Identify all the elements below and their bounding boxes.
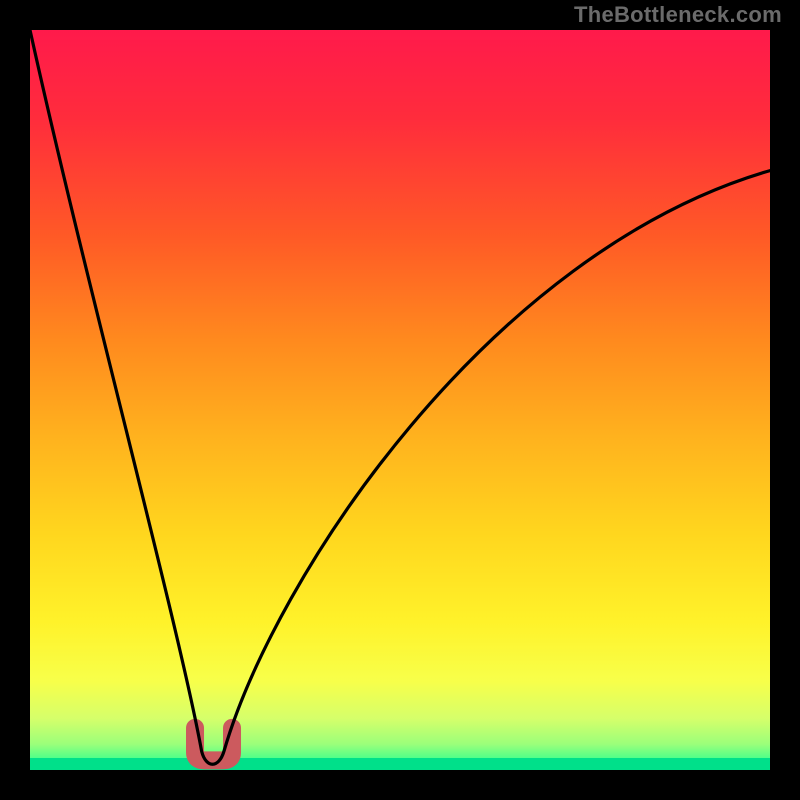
bottom-green-band [30, 758, 770, 770]
watermark-text: TheBottleneck.com [574, 2, 782, 28]
chart-svg [0, 0, 800, 800]
chart-frame: TheBottleneck.com [0, 0, 800, 800]
gradient-fill [30, 30, 770, 770]
